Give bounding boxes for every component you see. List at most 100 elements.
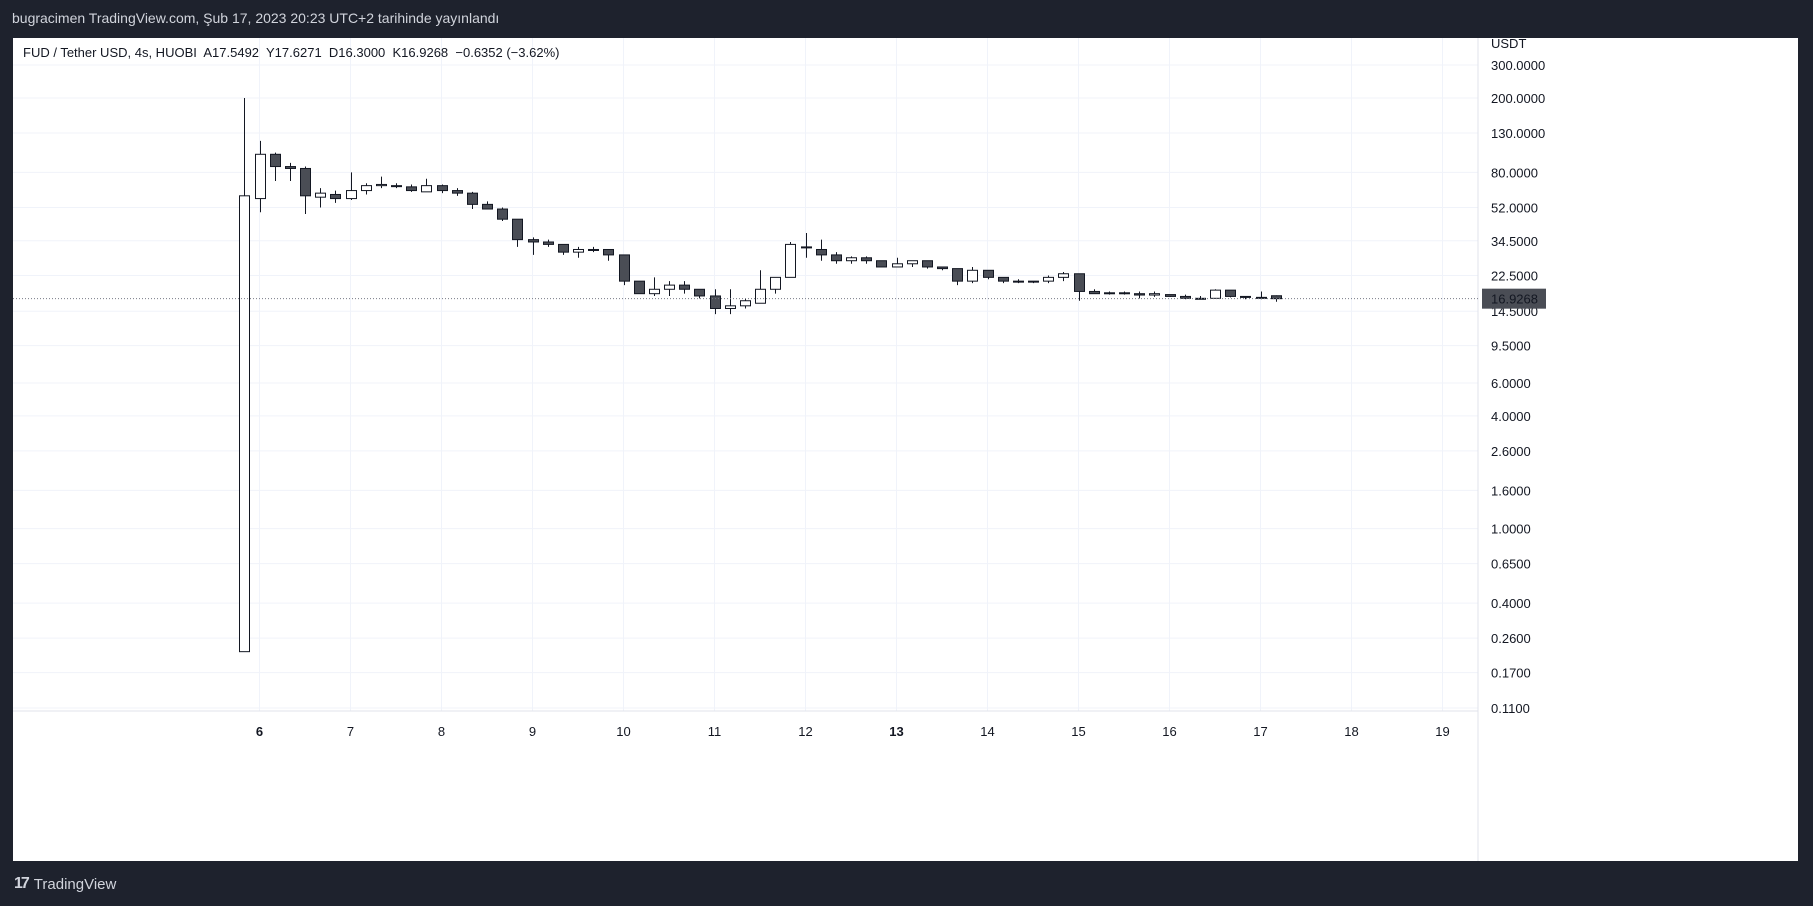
candle-body [1180,295,1191,299]
candle-body [952,268,963,282]
candle-body [603,248,614,256]
tradingview-brand[interactable]: 17 TradingView [14,875,116,893]
candle-body [649,288,660,295]
chart-grid [13,38,1479,861]
candle-body [1013,280,1024,283]
candle-body [967,269,978,282]
candle-body [543,241,554,245]
candle-body [1165,294,1176,297]
candle-body [391,185,402,188]
candle-body [892,263,903,268]
time-tick-label: 16 [1162,724,1176,739]
candle-body [361,185,372,192]
candle-body [315,192,326,198]
price-tick-label: 4.0000 [1491,409,1531,424]
candle-body [694,288,705,297]
candle-body [1089,290,1100,295]
candlestick-chart[interactable]: USDT 300.0000 200.0000 130.0000 80.0000 52.0… [13,38,1798,861]
price-tick-label: 130.0000 [1491,126,1545,141]
candle-body [846,257,857,262]
time-tick-label: 14 [980,724,994,739]
candle-body [907,260,918,265]
candle-body [467,192,478,205]
candle-body [1134,293,1145,296]
candle-body [1119,292,1130,295]
candle-body [573,248,584,253]
candle-body [588,248,599,251]
time-tick-label: 13 [889,724,903,739]
candle-body [785,243,796,278]
publish-header: bugracimen TradingView.com, Şub 17, 2023… [0,0,1813,38]
time-axis[interactable]: 6 7 8 9 10 11 12 13 14 15 16 17 18 19 [256,724,1450,739]
candle-body [725,305,736,309]
candle-body [831,254,842,262]
time-tick-label: 10 [616,724,630,739]
price-tick-label: 22.5000 [1491,269,1538,284]
candle-body [376,183,387,187]
candle-body [255,153,266,200]
chart-area[interactable]: USDT 300.0000 200.0000 130.0000 80.0000 52.0… [13,38,1798,861]
price-tick-label: 0.6500 [1491,557,1531,572]
time-tick-label: 9 [529,724,536,739]
time-tick-label: 19 [1435,724,1449,739]
last-price-badge: 16.9268 [1482,288,1546,309]
candle-body [1043,276,1054,282]
time-tick-label: 11 [708,724,722,739]
candle-body [634,280,645,295]
candle-body [346,190,357,200]
footer-bar: 17 TradingView [0,861,1813,906]
candles-layer [239,97,1282,653]
brand-label: TradingView [33,875,117,893]
candle-body [1240,295,1251,298]
publish-line: bugracimen TradingView.com, Şub 17, 2023… [12,10,500,26]
candle-body [619,254,630,282]
price-tick-label: 0.1700 [1491,666,1531,681]
candle-body [1104,292,1115,295]
price-tick-label: 0.1100 [1491,701,1530,716]
candle-body [406,186,417,192]
candle-body [1225,289,1236,297]
time-tick-label: 7 [347,724,354,739]
price-tick-label: 6.0000 [1491,376,1531,391]
price-tick-label: 1.6000 [1491,483,1531,498]
price-tick-label: 80.0000 [1491,165,1538,180]
time-tick-label: 8 [438,724,445,739]
candle-body [998,276,1009,282]
candle-body [770,276,781,290]
price-axis[interactable]: USDT 300.0000 200.0000 130.0000 80.0000 52.0… [1491,38,1545,716]
candle-body [1028,280,1039,283]
time-tick-label: 6 [256,724,263,739]
candle-body [755,288,766,304]
symbol-legend: FUD / Tether USD, 4s, HUOBI A17.5492 Y17… [23,45,560,60]
price-tick-label: 300.0000 [1491,58,1545,73]
candle-body [452,190,463,194]
candle-body [330,193,341,200]
last-price-label: 16.9268 [1491,292,1538,307]
candle-body [740,300,751,307]
candle-body [528,239,539,243]
candle-body [270,153,281,168]
candle-body [558,243,569,253]
candle-body [664,284,675,290]
candle-body [1074,273,1085,292]
candle-body [482,203,493,210]
candle-body [922,260,933,268]
price-tick-label: 0.4000 [1491,596,1531,611]
candle-body [679,284,690,290]
price-tick-label: 1.0000 [1491,522,1531,537]
price-tick-label: 200.0000 [1491,91,1545,106]
candle-body [497,208,508,220]
candle-body [1149,293,1160,296]
candle-body [861,257,872,262]
price-axis-unit: USDT [1491,38,1526,51]
price-tick-label: 34.5000 [1491,234,1538,249]
candle-body [801,246,812,249]
time-tick-label: 17 [1253,724,1267,739]
candle-body [983,269,994,278]
candle-body [1058,273,1069,278]
time-tick-label: 15 [1071,724,1085,739]
price-tick-label: 9.5000 [1491,339,1531,354]
price-tick-label: 0.2600 [1491,631,1531,646]
time-tick-label: 18 [1344,724,1358,739]
candle-body [437,185,448,192]
